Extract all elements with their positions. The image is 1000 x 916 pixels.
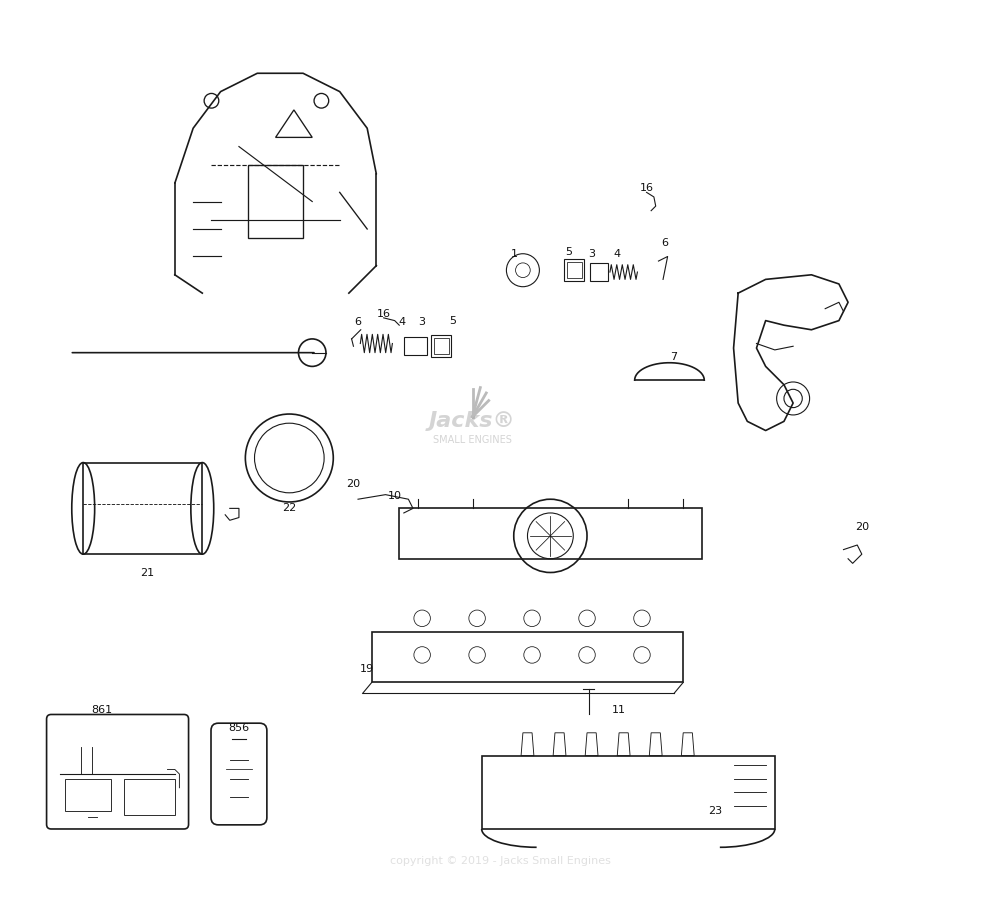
Bar <box>482 756 775 829</box>
Bar <box>564 259 584 281</box>
Text: 21: 21 <box>140 568 154 577</box>
Text: 16: 16 <box>377 310 391 319</box>
Text: 4: 4 <box>614 249 621 258</box>
Text: 6: 6 <box>661 238 668 247</box>
Text: 20: 20 <box>855 522 869 531</box>
Text: 4: 4 <box>398 318 406 327</box>
Text: 3: 3 <box>419 318 426 327</box>
Text: 22: 22 <box>282 504 296 513</box>
Text: 1: 1 <box>511 249 518 258</box>
Bar <box>431 335 451 357</box>
Bar <box>590 263 608 281</box>
Bar <box>434 338 449 354</box>
Bar <box>65 779 111 811</box>
Text: 23: 23 <box>708 806 722 815</box>
Text: 856: 856 <box>228 724 250 733</box>
Text: Jacks®: Jacks® <box>429 411 516 431</box>
Text: 6: 6 <box>355 318 362 327</box>
Text: 5: 5 <box>449 316 456 325</box>
Text: 11: 11 <box>612 705 626 714</box>
Text: 861: 861 <box>91 705 112 714</box>
Bar <box>567 262 582 278</box>
Text: copyright © 2019 - Jacks Small Engines: copyright © 2019 - Jacks Small Engines <box>390 856 610 866</box>
Text: 3: 3 <box>588 249 595 258</box>
Text: 19: 19 <box>360 664 374 673</box>
Text: 20: 20 <box>346 479 361 488</box>
Text: 5: 5 <box>565 247 572 256</box>
Text: 16: 16 <box>640 183 654 192</box>
Bar <box>83 463 202 554</box>
Text: SMALL ENGINES: SMALL ENGINES <box>433 435 512 444</box>
Bar <box>399 508 702 559</box>
Bar <box>372 632 683 682</box>
Text: 7: 7 <box>670 353 678 362</box>
Bar <box>404 337 427 355</box>
Text: 10: 10 <box>388 492 402 501</box>
Bar <box>124 779 175 815</box>
